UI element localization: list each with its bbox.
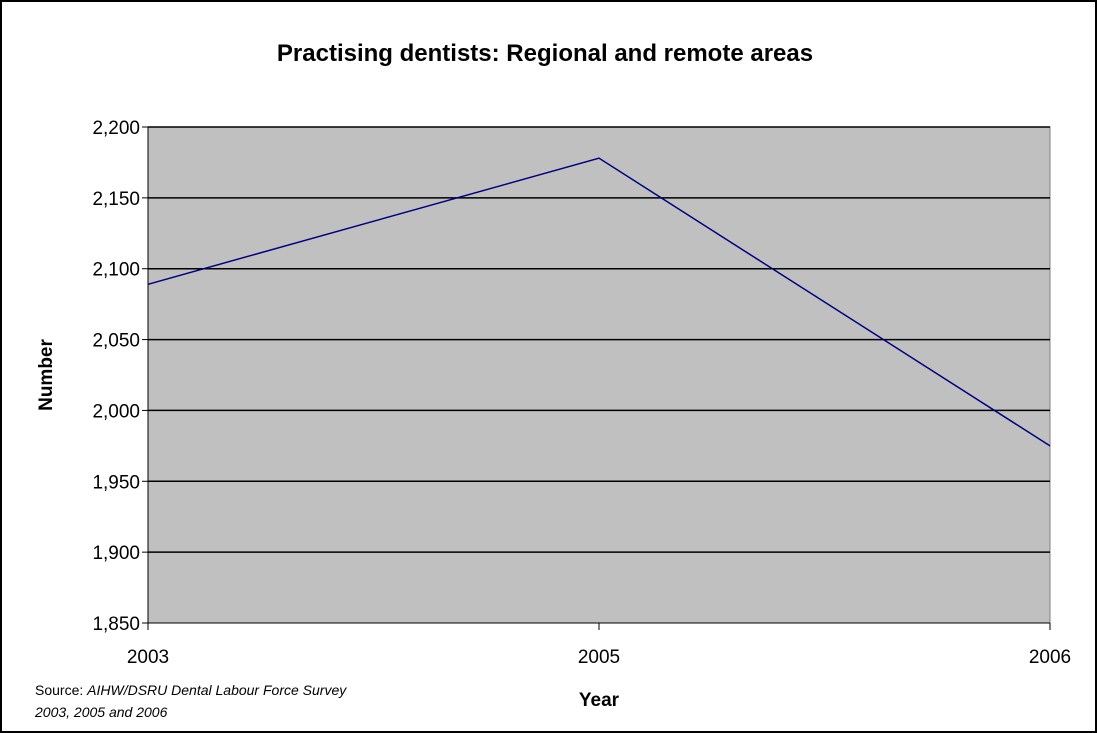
gridlines (148, 126, 1050, 553)
source-prefix: Source: (35, 682, 87, 698)
y-tick-label: 2,150 (92, 189, 140, 210)
x-tick-label: 2003 (127, 647, 169, 668)
y-tick-label: 1,900 (92, 543, 140, 564)
axes (142, 126, 1051, 630)
x-tick-label: 2006 (1029, 647, 1071, 668)
x-tick-label: 2005 (578, 647, 620, 668)
y-tick-label: 2,050 (92, 331, 140, 352)
series-line (147, 157, 1051, 447)
y-tick-labels: 1,850 1,900 1,950 2,000 2,050 2,100 2,150 2,200 (92, 118, 140, 635)
chart-title: Practising dentists: Regional and remote… (277, 40, 813, 67)
series-lines (147, 157, 1051, 447)
y-tick-label: 2,100 (92, 260, 140, 281)
y-tick-label: 2,000 (92, 401, 140, 422)
source-note-line2: 2003, 2005 and 2006 (34, 704, 168, 720)
y-tick-label: 1,850 (92, 614, 140, 635)
x-axis-title: Year (579, 690, 620, 711)
x-tick-labels: 2003 2005 2006 (127, 647, 1071, 668)
source-survey-name: AIHW/DSRU Dental Labour Force Survey (86, 682, 347, 698)
y-tick-label: 2,200 (92, 118, 140, 139)
y-tick-label: 1,950 (92, 472, 140, 493)
source-note-line1: Source: AIHW/DSRU Dental Labour Force Su… (35, 682, 347, 698)
y-axis-title: Number (36, 339, 57, 411)
plot-area (147, 126, 1051, 624)
